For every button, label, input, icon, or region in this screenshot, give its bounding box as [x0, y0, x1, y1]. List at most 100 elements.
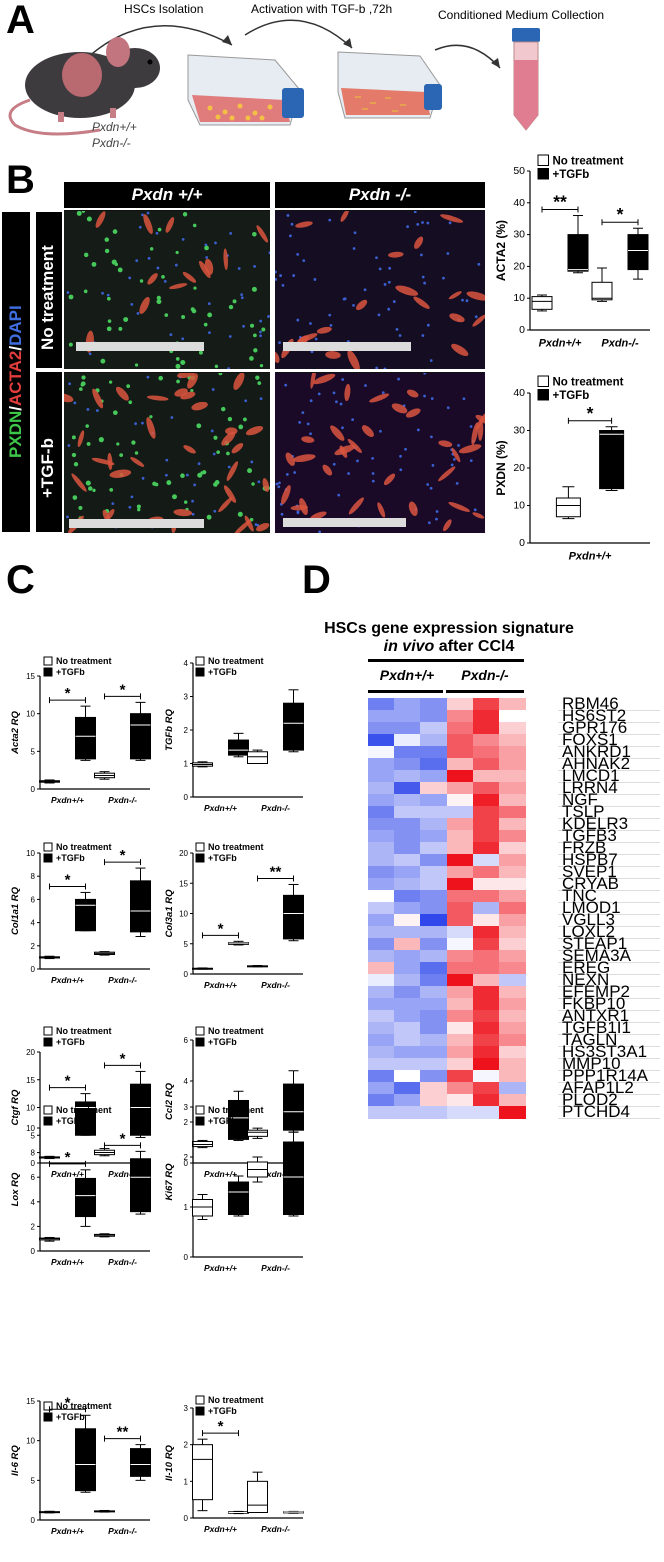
- heatmap-cell: [368, 986, 395, 999]
- heatmap-cell: [473, 854, 500, 867]
- gene-divider: [558, 902, 660, 903]
- heatmap-cell: [473, 938, 500, 951]
- heatmap-cell: [499, 734, 526, 747]
- gene-divider: [558, 818, 660, 819]
- gene-divider: [558, 830, 660, 831]
- micrograph-ko-tgfb: [275, 372, 485, 533]
- box-body: [75, 716, 96, 760]
- y-tick-label: 10: [179, 910, 188, 919]
- y-tick-label: 4: [184, 1077, 189, 1086]
- heatmap-cell: [499, 878, 526, 891]
- gene-divider: [558, 782, 660, 783]
- heatmap-cell: [394, 698, 421, 711]
- y-axis-label: Col3a1 RQ: [164, 889, 175, 938]
- heatmap-cell: [499, 1058, 526, 1071]
- heatmap-cell: [447, 902, 474, 915]
- heatmap-cell: [394, 1082, 421, 1095]
- heatmap-cell: [368, 770, 395, 783]
- chart-il10_c: 0 1 2 3 Il-10 RQ No treatment+TGFb Pxdn+/+ * Pxd…: [164, 1395, 304, 1534]
- heatmap-cell: [420, 1058, 447, 1071]
- legend-label-tgfb: +TGFb: [208, 667, 237, 677]
- heatmap-cell: [420, 1046, 447, 1059]
- y-axis-label: Ki67 RQ: [164, 1163, 175, 1201]
- heatmap-cell: [420, 758, 447, 771]
- heatmap-cell: [447, 758, 474, 771]
- heatmap-cell: [394, 938, 421, 951]
- sig-stars: *: [65, 1149, 71, 1166]
- heatmap-cell: [447, 974, 474, 987]
- box-body: [130, 1448, 151, 1477]
- legend-label-tgfb: +TGFb: [56, 1116, 85, 1126]
- gene-label: EREG: [562, 958, 611, 977]
- box-tgfb-0: [75, 1169, 96, 1227]
- heatmap-cell: [420, 698, 447, 711]
- y-tick-label: 2: [184, 1441, 189, 1450]
- heatmap-cell: [447, 938, 474, 951]
- legend-label-tgfb: +TGFb: [56, 667, 85, 677]
- gene-label: VGLL3: [562, 910, 615, 929]
- heatmap-cell: [394, 950, 421, 963]
- heatmap-cell: [394, 842, 421, 855]
- heatmap-cell: [368, 1070, 395, 1083]
- y-axis-label: ACTA2 (%): [494, 220, 508, 281]
- heatmap-cell: [394, 1046, 421, 1059]
- panel-label-d: D: [302, 558, 331, 602]
- heatmap-cell: [394, 734, 421, 747]
- heatmap-cell: [368, 1082, 395, 1095]
- col-header-wt: Pxdn +/+: [64, 182, 270, 208]
- heatmap-cell: [447, 1070, 474, 1083]
- heatmap-cell: [473, 986, 500, 999]
- x-tick-label: Pxdn+/+: [204, 803, 237, 813]
- y-axis-label: Il-6 RQ: [10, 1445, 21, 1476]
- legend-swatch-no-treatment: [43, 1026, 53, 1036]
- box-body: [283, 1083, 304, 1131]
- panel-label-c: C: [6, 558, 35, 602]
- legend-swatch-no-treatment: [43, 842, 53, 852]
- legend-label-no-treatment: No treatment: [208, 1026, 264, 1036]
- scale-bar: [76, 342, 204, 351]
- y-tick-label: 0: [184, 793, 189, 802]
- heatmap-cell: [368, 950, 395, 963]
- heatmap-cell: [420, 782, 447, 795]
- box-tgfb-1: [130, 867, 151, 938]
- heatmap-cell: [447, 698, 474, 711]
- gene-label: TNC: [562, 886, 597, 905]
- legend-swatch-no-treatment: [43, 1105, 53, 1115]
- heatmap-cell: [499, 1106, 526, 1119]
- heatmap-cell: [447, 818, 474, 831]
- y-tick-label: 20: [179, 849, 188, 858]
- gene-divider: [558, 722, 660, 723]
- y-tick-label: 0: [31, 785, 36, 794]
- heatmap-cell: [368, 842, 395, 855]
- box-tgfb-1: [130, 701, 151, 761]
- heatmap-cell: [368, 1094, 395, 1107]
- heatmap-cell: [368, 854, 395, 867]
- box-notreatment-0: [192, 761, 213, 768]
- row-label-bar-2: [36, 372, 62, 532]
- sig-stars: *: [120, 681, 126, 698]
- y-tick-label: 15: [26, 1076, 35, 1085]
- chart-lox_c: 0 2 4 6 8 10 Lox RQ No treatment+TGFb Pxdn+/+ * Px…: [10, 1105, 151, 1267]
- chart-acta2_b: 0 10 20 30 40 50 ACTA2 (%) No treatment+TGFb Pxd…: [494, 154, 650, 350]
- gene-label: PLOD2: [562, 1090, 618, 1109]
- legend-label-tgfb: +TGFb: [56, 853, 85, 863]
- box-notreatment-0: [192, 1139, 213, 1149]
- gene-label: SEMA3A: [562, 946, 631, 965]
- x-tick-label: Pxdn+/+: [569, 551, 612, 563]
- legend-label-tgfb: +TGFb: [553, 169, 590, 181]
- heatmap-cell: [473, 1010, 500, 1023]
- box-tgfb-1: [283, 883, 304, 942]
- legend-swatch-tgfb: [195, 1037, 205, 1047]
- heatmap-cell: [499, 758, 526, 771]
- box-body: [591, 281, 613, 301]
- heatmap-cell: [447, 734, 474, 747]
- heatmap-cell: [420, 938, 447, 951]
- legend-label-no-treatment: No treatment: [56, 842, 112, 852]
- gene-divider: [558, 758, 660, 759]
- legend-swatch-tgfb: [43, 667, 53, 677]
- x-tick-label: Pxdn-/-: [601, 338, 639, 350]
- heatmap-cell: [368, 746, 395, 759]
- heatmap-cell: [499, 710, 526, 723]
- box-body: [247, 1129, 268, 1137]
- box-notreatment-0: [39, 1236, 60, 1242]
